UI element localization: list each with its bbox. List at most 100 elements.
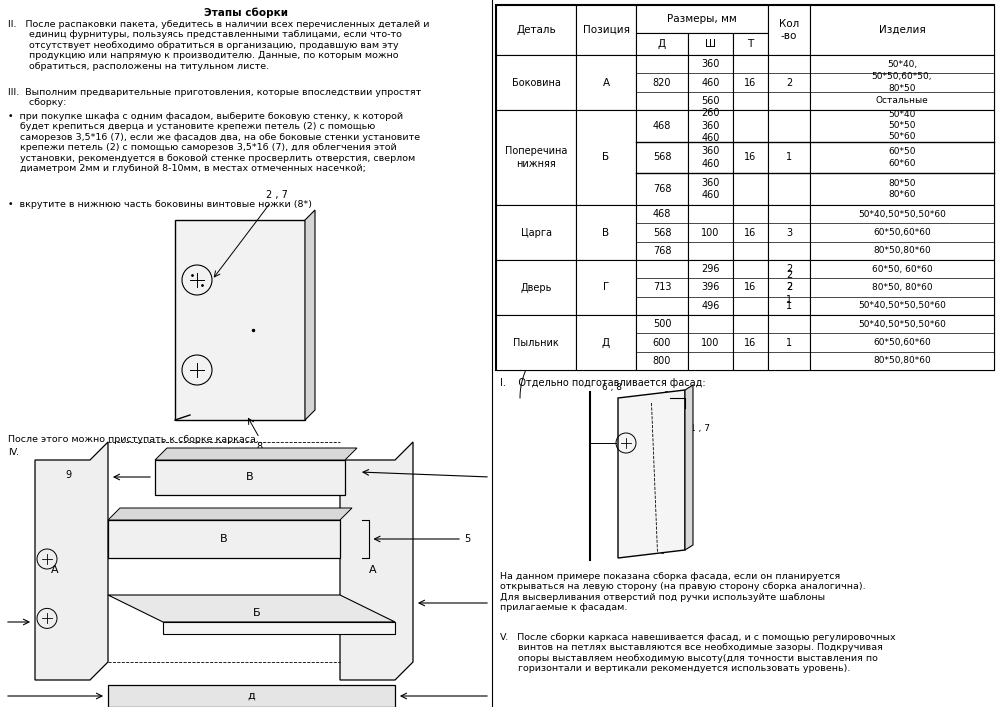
Text: 2
2
1: 2 2 1	[786, 270, 792, 305]
Text: 80*50,80*60: 80*50,80*60	[873, 356, 931, 366]
Text: 1: 1	[786, 301, 792, 311]
Polygon shape	[688, 260, 733, 315]
Text: 1: 1	[786, 153, 792, 163]
Polygon shape	[733, 110, 768, 205]
Polygon shape	[768, 315, 810, 370]
Text: Б: Б	[602, 153, 610, 163]
Text: 360: 360	[701, 59, 720, 69]
Text: 50*40,: 50*40,	[887, 59, 917, 69]
Polygon shape	[35, 442, 108, 680]
Text: Этапы сборки: Этапы сборки	[204, 8, 288, 18]
Text: Деталь: Деталь	[516, 25, 556, 35]
Text: 50*50,60*50,
80*50: 50*50,60*50, 80*50	[872, 72, 932, 93]
Text: 568: 568	[653, 228, 671, 238]
Text: 1 , 7: 1 , 7	[690, 423, 710, 433]
Text: А: А	[602, 78, 610, 88]
Text: 50*40
50*50
50*60: 50*40 50*50 50*60	[888, 110, 916, 141]
Text: На данном примере показана сборка фасада, если он планируется
открываться на лев: На данном примере показана сборка фасада…	[500, 572, 866, 612]
Text: Б: Б	[253, 607, 261, 617]
Text: 496: 496	[701, 301, 720, 311]
Polygon shape	[768, 260, 810, 315]
Polygon shape	[636, 205, 688, 260]
Text: В: В	[602, 228, 610, 238]
Polygon shape	[155, 460, 345, 495]
Text: 0: 0	[659, 547, 665, 556]
Polygon shape	[768, 110, 810, 205]
Text: 60*50
60*60: 60*50 60*60	[888, 148, 916, 168]
Text: 50*40,50*50,50*60: 50*40,50*50,50*60	[858, 320, 946, 329]
Polygon shape	[496, 315, 576, 370]
Text: •  вкрутите в нижнюю часть боковины винтовые ножки (8*): • вкрутите в нижнюю часть боковины винто…	[8, 200, 312, 209]
Text: 16: 16	[744, 228, 757, 238]
Polygon shape	[810, 5, 994, 55]
Text: 768: 768	[653, 246, 671, 256]
Text: 460: 460	[701, 78, 720, 88]
Polygon shape	[733, 55, 768, 110]
Text: д: д	[248, 691, 255, 701]
Polygon shape	[108, 685, 395, 707]
Text: 100: 100	[701, 228, 720, 238]
Polygon shape	[108, 595, 395, 622]
Polygon shape	[496, 110, 576, 205]
Polygon shape	[496, 260, 576, 315]
Text: Остальные: Остальные	[876, 96, 928, 105]
Polygon shape	[688, 33, 733, 55]
Polygon shape	[636, 315, 688, 370]
Text: 296: 296	[701, 264, 720, 274]
Text: 1: 1	[786, 337, 792, 348]
Polygon shape	[496, 5, 994, 370]
Polygon shape	[496, 5, 576, 55]
Text: 60*50,60*60: 60*50,60*60	[873, 228, 931, 237]
Text: А: А	[50, 565, 58, 575]
Text: 560: 560	[701, 96, 720, 106]
Text: 468: 468	[653, 209, 671, 219]
Text: 500: 500	[653, 319, 671, 329]
Polygon shape	[305, 210, 315, 420]
Text: 16: 16	[744, 153, 757, 163]
Polygon shape	[768, 5, 810, 55]
Text: В: В	[246, 472, 254, 482]
Text: 60*50,60*60: 60*50,60*60	[873, 338, 931, 347]
Text: 2: 2	[786, 283, 792, 293]
Text: После этого можно приступать к сборке каркаса.: После этого можно приступать к сборке ка…	[8, 435, 259, 444]
Polygon shape	[810, 315, 994, 370]
Text: 713: 713	[653, 283, 671, 293]
Polygon shape	[810, 260, 994, 315]
Polygon shape	[618, 390, 685, 558]
Text: 468: 468	[653, 121, 671, 131]
Text: 8: 8	[256, 442, 263, 452]
Text: o: o	[663, 389, 669, 397]
Polygon shape	[685, 385, 693, 550]
Text: Т: Т	[747, 39, 754, 49]
Text: 50*40,50*50,50*60: 50*40,50*50,50*60	[858, 210, 946, 218]
Text: А: А	[369, 565, 377, 575]
Polygon shape	[175, 220, 305, 420]
Text: 80*50, 80*60: 80*50, 80*60	[872, 283, 932, 292]
Text: 80*50,80*60: 80*50,80*60	[873, 246, 931, 255]
Text: Пыльник: Пыльник	[513, 337, 559, 348]
Text: 16: 16	[744, 78, 757, 88]
Polygon shape	[576, 55, 636, 110]
Polygon shape	[810, 205, 994, 260]
Text: Кол
-во: Кол -во	[779, 19, 799, 41]
Polygon shape	[636, 33, 688, 55]
Polygon shape	[768, 55, 810, 110]
Polygon shape	[810, 55, 994, 110]
Text: II.   После распаковки пакета, убедитесь в наличии всех перечисленных деталей и
: II. После распаковки пакета, убедитесь в…	[8, 20, 430, 71]
Text: V.   После сборки каркаса навешивается фасад, и с помощью регулировочных
      в: V. После сборки каркаса навешивается фас…	[500, 633, 896, 673]
Polygon shape	[108, 520, 340, 558]
Text: 568: 568	[653, 153, 671, 163]
Polygon shape	[688, 55, 733, 110]
Text: Поперечина
нижняя: Поперечина нижняя	[505, 146, 567, 169]
Text: Позиция: Позиция	[582, 25, 630, 35]
Text: 820: 820	[653, 78, 671, 88]
Text: 2: 2	[786, 264, 792, 274]
Polygon shape	[733, 260, 768, 315]
Text: III.  Выполним предварительные приготовления, которые впоследствии упростят
    : III. Выполним предварительные приготовле…	[8, 88, 421, 107]
Text: 16: 16	[744, 283, 757, 293]
Text: 396: 396	[701, 283, 720, 293]
Text: г: г	[647, 485, 653, 495]
Text: 80*50
80*60: 80*50 80*60	[888, 179, 916, 199]
Polygon shape	[688, 110, 733, 205]
Polygon shape	[155, 448, 357, 460]
